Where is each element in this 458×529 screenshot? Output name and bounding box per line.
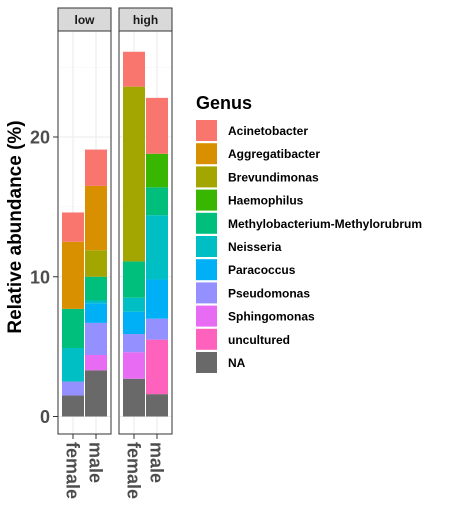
- y-tick-label: 10: [30, 267, 50, 287]
- bar-segment-low-male-acinetobacter: [85, 149, 107, 186]
- legend-key-methylobacterium-methylorubrum: [196, 212, 217, 234]
- legend-key-neisseria: [196, 236, 217, 257]
- legend-label: Brevundimonas: [228, 170, 319, 184]
- legend-key-brevundimonas: [196, 166, 217, 188]
- bar-segment-high-female-methylobacterium-methylorubrum: [123, 261, 145, 298]
- legend-key-sphingomonas: [196, 305, 217, 327]
- bar-segment-high-female-neisseria: [123, 297, 145, 312]
- bar-segment-high-male-acinetobacter: [146, 97, 168, 154]
- bar-segment-high-male-methylobacterium-methylorubrum: [146, 187, 168, 216]
- bar-segment-high-female-sphingomonas: [123, 352, 145, 379]
- legend-label: Haemophilus: [228, 194, 304, 208]
- bar-segment-high-female-na: [123, 378, 145, 417]
- legend-label: Neisseria: [228, 240, 282, 254]
- bar-segment-high-male-uncultured: [146, 339, 168, 395]
- legend-key-pseudomonas: [196, 282, 217, 304]
- legend-label: Methylobacterium-Methylorubrum: [228, 217, 422, 231]
- legend-key-uncultured: [196, 328, 217, 350]
- bar-segment-high-male-pseudomonas: [146, 318, 168, 340]
- y-tick-label: 0: [40, 407, 50, 427]
- bar-segment-high-female-acinetobacter: [123, 51, 145, 87]
- bar-segment-low-male-neisseria: [85, 300, 107, 304]
- x-tick-label: female: [63, 442, 83, 499]
- legend-label: Sphingomonas: [228, 310, 315, 324]
- y-axis-title: Relative abundance (%): [5, 120, 26, 333]
- bar-segment-low-male-na: [85, 370, 107, 417]
- bar-segment-low-female-aggregatibacter: [62, 241, 84, 309]
- bar-segment-high-female-pseudomonas: [123, 334, 145, 353]
- bar-segment-low-female-neisseria: [62, 348, 84, 382]
- legend-key-aggregatibacter: [196, 143, 217, 165]
- legend-label: Pseudomonas: [228, 286, 310, 300]
- panel-border: [118, 30, 173, 435]
- bar-segment-low-female-methylobacterium-methylorubrum: [62, 308, 84, 349]
- legend-label: Aggregatibacter: [228, 147, 320, 161]
- facet-strip-label: low: [75, 13, 96, 27]
- facet-strip-label: high: [133, 13, 158, 27]
- legend-label: Acinetobacter: [228, 124, 308, 138]
- bar-segment-low-female-pseudomonas: [62, 381, 84, 396]
- bar-segment-high-male-na: [146, 394, 168, 417]
- bar-segment-low-male-aggregatibacter: [85, 185, 107, 251]
- bar-segment-low-male-methylobacterium-methylorubrum: [85, 276, 107, 301]
- bar-segment-low-male-brevundimonas: [85, 250, 107, 277]
- legend-label: uncultured: [228, 333, 290, 347]
- legend-label: Paracoccus: [228, 263, 296, 277]
- bar-segment-low-male-paracoccus: [85, 303, 107, 323]
- bar-segment-high-male-paracoccus: [146, 279, 168, 319]
- legend-key-paracoccus: [196, 259, 217, 281]
- legend-label: NA: [228, 356, 246, 370]
- bar-segment-low-female-acinetobacter: [62, 212, 84, 242]
- x-tick-label: male: [147, 442, 167, 483]
- bar-segment-low-male-pseudomonas: [85, 322, 107, 356]
- y-tick-label: 20: [30, 128, 50, 148]
- x-tick-label: male: [86, 442, 106, 483]
- bar-segment-high-male-neisseria: [146, 215, 168, 280]
- x-tick-label: female: [124, 442, 144, 499]
- legend-key-acinetobacter: [196, 120, 217, 141]
- panel-border: [57, 30, 112, 435]
- bar-segment-low-male-sphingomonas: [85, 355, 107, 371]
- bar-segment-high-female-paracoccus: [123, 311, 145, 335]
- legend-key-haemophilus: [196, 189, 217, 211]
- legend-key-na: [196, 352, 217, 373]
- bar-segment-high-female-brevundimonas: [123, 86, 145, 262]
- bar-segment-high-male-haemophilus: [146, 153, 168, 188]
- bar-segment-low-female-na: [62, 395, 84, 417]
- legend-title: Genus: [196, 93, 252, 113]
